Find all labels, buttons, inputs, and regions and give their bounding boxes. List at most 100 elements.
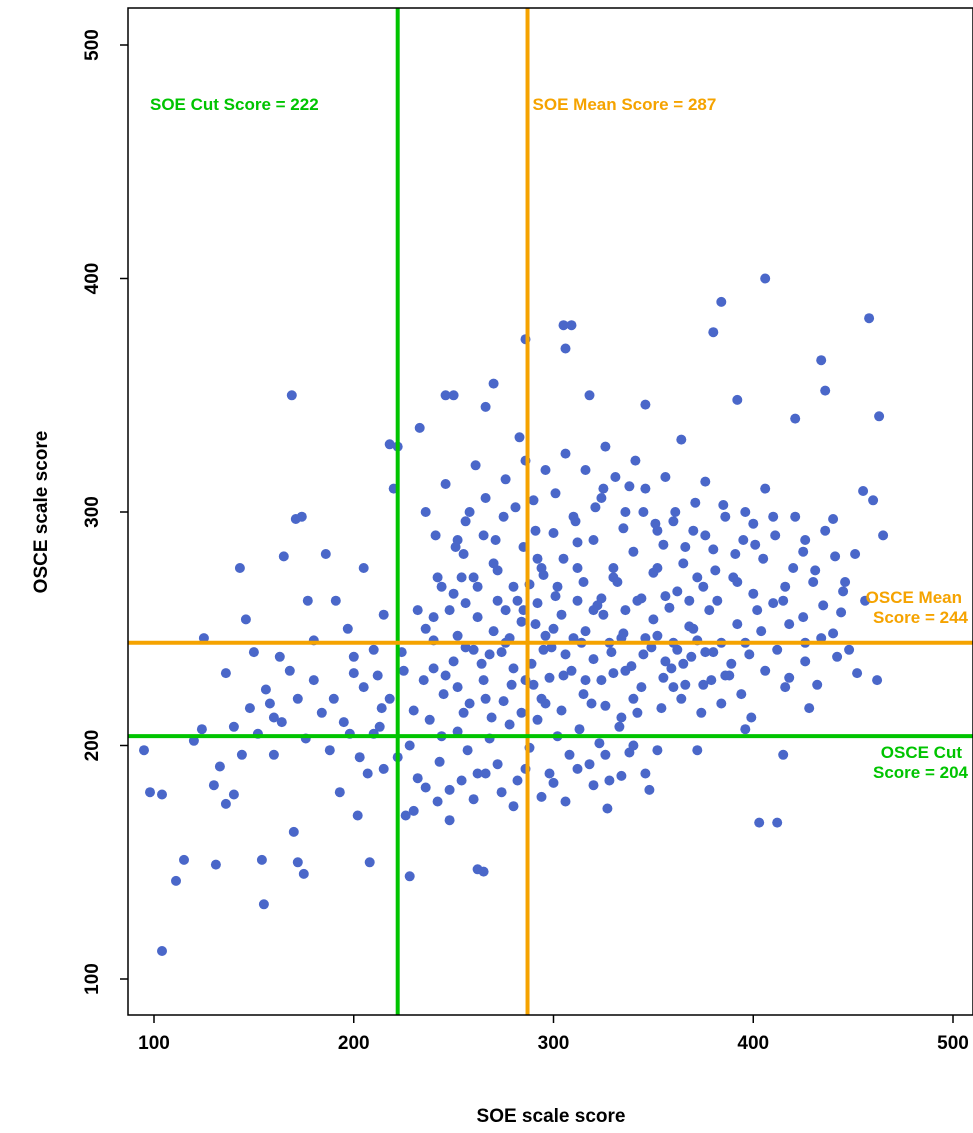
data-point bbox=[616, 770, 627, 781]
data-point bbox=[780, 581, 791, 592]
data-point bbox=[528, 679, 539, 690]
data-point bbox=[756, 626, 767, 637]
data-point bbox=[452, 630, 463, 641]
data-point bbox=[754, 817, 765, 828]
data-point bbox=[732, 577, 743, 587]
data-point bbox=[790, 413, 801, 424]
data-point bbox=[400, 810, 411, 821]
data-point bbox=[480, 401, 491, 412]
data-point bbox=[640, 768, 651, 779]
data-point bbox=[720, 670, 731, 681]
data-point bbox=[558, 670, 569, 681]
data-point bbox=[580, 626, 591, 637]
data-point bbox=[470, 460, 481, 471]
data-point bbox=[268, 712, 279, 723]
data-point bbox=[798, 612, 809, 623]
data-point bbox=[710, 565, 721, 576]
data-point bbox=[684, 595, 695, 606]
data-point bbox=[532, 598, 543, 609]
data-point bbox=[638, 507, 649, 517]
x-tick-label: 500 bbox=[937, 1033, 969, 1054]
data-point bbox=[760, 273, 771, 284]
data-point bbox=[448, 656, 459, 667]
data-point bbox=[708, 647, 719, 658]
data-point bbox=[612, 577, 623, 587]
data-point bbox=[716, 296, 727, 307]
data-point bbox=[438, 689, 449, 700]
data-point bbox=[510, 502, 521, 513]
data-point bbox=[486, 712, 497, 723]
data-point bbox=[658, 539, 669, 550]
data-point bbox=[496, 787, 507, 798]
data-point bbox=[616, 712, 627, 723]
data-point bbox=[248, 647, 259, 658]
data-point bbox=[408, 805, 419, 816]
data-point bbox=[420, 507, 431, 517]
data-point bbox=[492, 759, 503, 770]
data-point bbox=[632, 595, 643, 606]
data-point bbox=[680, 679, 691, 690]
data-point bbox=[768, 511, 779, 522]
data-point bbox=[620, 665, 631, 676]
data-point bbox=[836, 607, 847, 618]
data-point bbox=[578, 577, 589, 587]
data-point bbox=[440, 479, 451, 489]
data-point bbox=[384, 439, 395, 450]
data-point bbox=[458, 549, 469, 559]
data-point bbox=[572, 763, 583, 774]
data-point bbox=[706, 675, 717, 686]
data-point bbox=[428, 663, 439, 674]
data-point bbox=[468, 644, 479, 655]
data-point bbox=[308, 675, 319, 686]
data-point bbox=[704, 605, 715, 616]
data-point bbox=[208, 780, 219, 791]
data-point bbox=[812, 679, 823, 690]
reference-line-label: OSCE Mean bbox=[866, 588, 962, 607]
data-point bbox=[508, 801, 519, 812]
data-point bbox=[660, 591, 671, 602]
data-point bbox=[652, 630, 663, 641]
data-point bbox=[434, 756, 445, 767]
data-point bbox=[670, 507, 681, 517]
data-point bbox=[628, 740, 639, 751]
data-point bbox=[420, 623, 431, 634]
data-point bbox=[648, 614, 659, 625]
data-point bbox=[808, 577, 819, 587]
data-point bbox=[538, 570, 549, 580]
x-tick-label: 300 bbox=[538, 1033, 570, 1054]
data-point bbox=[644, 784, 655, 795]
data-point bbox=[404, 740, 415, 751]
data-point bbox=[179, 854, 189, 865]
data-point bbox=[538, 644, 549, 655]
data-point bbox=[354, 752, 365, 763]
data-point bbox=[516, 616, 527, 627]
data-point bbox=[692, 572, 703, 583]
data-point bbox=[460, 642, 471, 653]
data-point bbox=[548, 528, 559, 538]
data-point bbox=[364, 857, 375, 868]
data-point bbox=[348, 651, 359, 662]
data-point bbox=[244, 703, 255, 714]
data-point bbox=[456, 775, 467, 786]
data-point bbox=[596, 675, 607, 686]
data-point bbox=[784, 619, 795, 630]
data-point bbox=[656, 703, 667, 714]
data-point bbox=[171, 875, 181, 886]
data-point bbox=[490, 535, 501, 545]
data-point bbox=[608, 563, 619, 573]
x-tick-label: 400 bbox=[737, 1033, 769, 1054]
data-point bbox=[752, 605, 763, 616]
plot-area-frame bbox=[127, 7, 973, 1016]
data-point bbox=[590, 502, 601, 513]
data-point bbox=[592, 600, 603, 611]
data-point bbox=[556, 705, 567, 716]
data-point bbox=[458, 707, 469, 718]
data-point bbox=[586, 698, 597, 709]
data-point bbox=[858, 486, 869, 496]
data-point bbox=[698, 581, 709, 592]
data-point bbox=[678, 558, 689, 569]
data-point bbox=[338, 717, 349, 728]
data-point bbox=[784, 672, 795, 683]
data-point bbox=[228, 789, 239, 800]
data-point bbox=[584, 759, 595, 770]
